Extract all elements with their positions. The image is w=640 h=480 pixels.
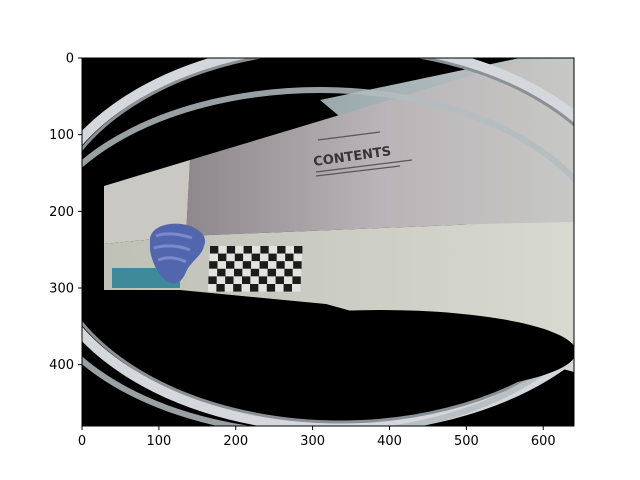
checker-square	[225, 268, 234, 277]
checker-square	[233, 284, 242, 292]
checker-square	[275, 276, 284, 284]
checker-square	[276, 253, 286, 262]
x-tick-label: 600	[531, 434, 556, 449]
x-tick-label: 0	[78, 434, 86, 449]
checkerboard	[208, 246, 303, 292]
checker-square	[267, 276, 276, 284]
checker-square	[225, 276, 234, 284]
checker-square	[234, 261, 243, 269]
x-tick-label: 400	[377, 434, 402, 449]
box-top-face	[186, 62, 574, 236]
x-tick-label: 500	[454, 434, 479, 449]
checker-square	[250, 268, 260, 277]
checker-square	[250, 276, 259, 284]
checker-square	[218, 253, 227, 262]
photo-image: CONTENTS	[82, 58, 574, 426]
checker-square	[284, 261, 294, 269]
checker-square	[258, 284, 267, 292]
box-fine-print	[315, 131, 413, 177]
checker-square	[283, 284, 292, 292]
checker-square	[208, 284, 217, 292]
checker-square	[217, 268, 226, 277]
y-tick-label: 200	[49, 205, 74, 220]
checker-square	[242, 268, 251, 277]
x-tick-label: 100	[146, 434, 171, 449]
x-tick-label: 300	[300, 434, 325, 449]
checker-square	[275, 284, 284, 292]
y-tick-label: 0	[66, 52, 74, 67]
checker-square	[293, 261, 302, 269]
x-axis: 0 100 200 300 400 500 600	[78, 426, 556, 449]
checker-square	[216, 276, 226, 284]
fisheye-ring	[82, 58, 574, 426]
box-left-flap	[104, 160, 190, 244]
checker-square	[251, 253, 260, 262]
checker-square	[268, 261, 277, 269]
checker-square	[268, 246, 278, 254]
checker-square	[210, 246, 219, 254]
checker-square	[284, 268, 293, 277]
checker-square	[243, 253, 252, 262]
checker-square	[233, 276, 242, 284]
checker-square	[241, 284, 250, 292]
checker-square	[284, 276, 293, 284]
checker-square	[235, 246, 244, 254]
y-tick-label: 100	[49, 128, 74, 143]
checker-square	[242, 261, 252, 269]
axes-frame	[81, 57, 575, 427]
checker-square	[292, 284, 301, 292]
checker-square	[252, 246, 261, 254]
checker-square	[293, 253, 302, 262]
checker-square	[226, 261, 235, 269]
checker-square	[209, 253, 218, 262]
checker-square	[292, 268, 302, 277]
checker-square	[276, 261, 285, 269]
checker-square	[234, 253, 244, 262]
checker-square	[276, 268, 285, 277]
checker-square	[208, 276, 217, 284]
lens-shadow	[184, 310, 574, 394]
checker-square	[242, 276, 251, 284]
checker-square	[292, 276, 301, 284]
checker-square	[259, 261, 268, 269]
checker-square	[259, 268, 268, 277]
y-tick-label: 300	[49, 282, 74, 297]
checker-square	[216, 284, 225, 292]
checker-square	[226, 253, 235, 262]
gloved-hand	[150, 223, 206, 284]
checker-square	[285, 253, 294, 262]
checker-square	[268, 253, 277, 262]
checker-square	[208, 268, 218, 277]
checker-square	[243, 246, 252, 254]
checker-square	[258, 276, 268, 284]
checker-square	[218, 246, 227, 254]
checker-square	[260, 253, 269, 262]
checker-square	[251, 261, 260, 269]
x-tick-label: 200	[223, 434, 248, 449]
checker-square	[294, 246, 303, 254]
checker-square	[234, 268, 243, 277]
checker-square	[226, 246, 236, 254]
checker-square	[267, 268, 276, 277]
checker-square	[224, 284, 234, 292]
checker-square	[266, 284, 276, 292]
checker-square	[285, 246, 294, 254]
y-tick-label: 400	[49, 358, 74, 373]
checker-square	[277, 246, 286, 254]
checker-square	[217, 261, 226, 269]
checker-square	[209, 261, 218, 269]
y-axis: 0 100 200 300 400	[49, 52, 82, 373]
checker-square	[260, 246, 269, 254]
checker-square	[250, 284, 259, 292]
